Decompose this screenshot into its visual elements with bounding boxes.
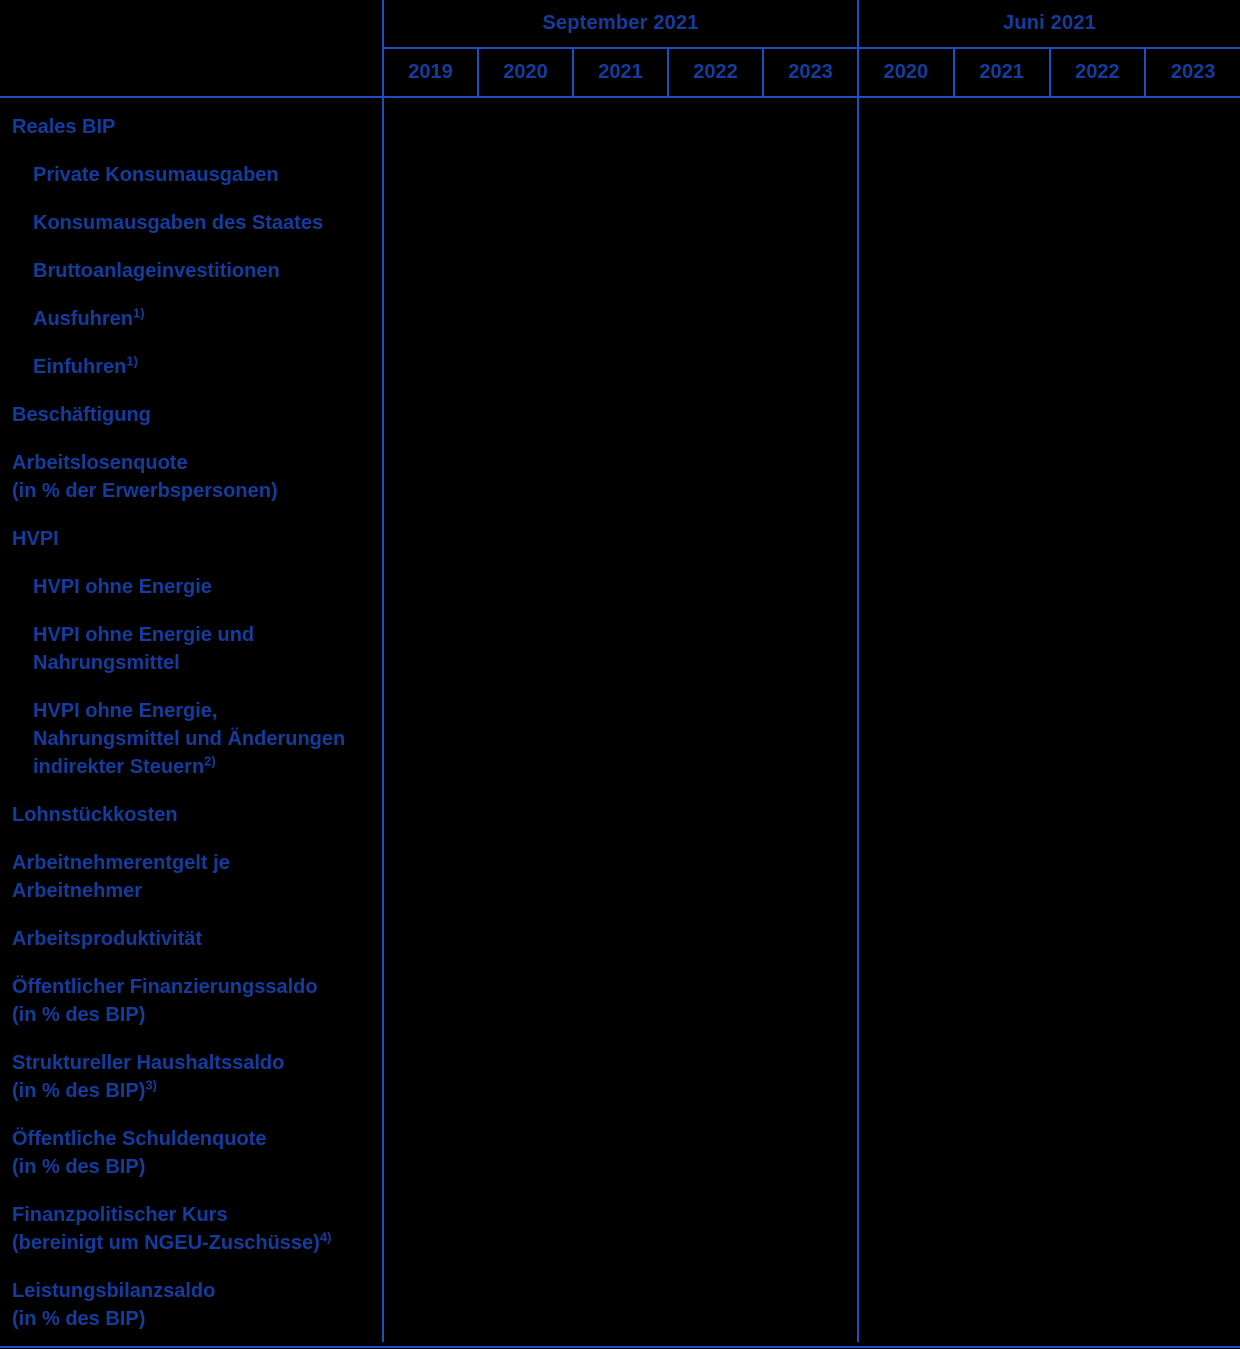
row-label-line: (in % der Erwerbspersonen) — [12, 480, 278, 502]
table-row-label: Arbeitslosenquote (in % der Erwerbsperson… — [0, 449, 380, 505]
row-label-line: Öffentliche Schuldenquote — [12, 1128, 267, 1150]
row-label-line: (in % des BIP) — [12, 1004, 146, 1026]
row-label-line: Nahrungsmittel — [33, 652, 180, 674]
column-group-header-juni-2021: Juni 2021 — [1003, 12, 1096, 34]
table-row-label: HVPI — [0, 525, 380, 553]
table-row-label: Finanzpolitischer Kurs (bereinigt um NGEU… — [0, 1201, 380, 1257]
table-row-label: HVPI ohne Energie, Nahrungsmittel und Änd… — [0, 697, 380, 781]
row-label-line: Finanzpolitischer Kurs — [12, 1204, 228, 1226]
row-label-line: (bereinigt um NGEU-Zuschüsse)4) — [12, 1229, 332, 1254]
footnote-marker: 1) — [126, 353, 138, 369]
row-label-line: Lohnstückkosten — [12, 804, 178, 826]
row-label-line: indirekter Steuern2) — [33, 753, 216, 778]
year-header-underline — [0, 96, 1240, 98]
row-label-line: Konsumausgaben des Staates — [33, 212, 324, 234]
year-column-header: 2022 — [1048, 48, 1145, 96]
row-label-line: Nahrungsmittel und Änderungen — [33, 728, 346, 750]
year-column-header: 2023 — [1144, 48, 1240, 96]
row-label-line: HVPI ohne Energie, — [33, 700, 218, 722]
table-row-label: Arbeitsproduktivität — [0, 925, 380, 953]
row-label-line: HVPI — [12, 528, 59, 550]
row-label-column: Reales BIP Private Konsumausgaben Konsumau… — [0, 113, 380, 1349]
table-row-label: Private Konsumausgaben — [0, 161, 380, 189]
table-row-label: Lohnstückkosten — [0, 801, 380, 829]
table-row-label: Bruttoanlageinvestitionen — [0, 257, 380, 285]
row-label-line: HVPI ohne Energie — [33, 576, 212, 598]
month-header-underline — [383, 47, 1240, 49]
footnote-marker: 4) — [319, 1229, 332, 1245]
table-row-label: Struktureller Haushaltssaldo (in % des BI… — [0, 1049, 380, 1105]
row-label-line: HVPI ohne Energie und — [33, 624, 255, 646]
table-bottom-rule — [0, 1346, 1240, 1348]
row-label-line: Öffentlicher Finanzierungssaldo — [12, 976, 318, 998]
table-row-label: Reales BIP — [0, 113, 380, 141]
row-label-line: (in % des BIP) — [12, 1308, 146, 1330]
year-column-header: 2020 — [477, 48, 572, 96]
row-label-line: Beschäftigung — [12, 404, 151, 426]
year-column-header: 2021 — [952, 48, 1049, 96]
table-row-label: Öffentlicher Finanzierungssaldo (in % des… — [0, 973, 380, 1029]
table-row-label: Öffentliche Schuldenquote (in % des BIP) — [0, 1125, 380, 1181]
year-column-header: 2019 — [408, 60, 453, 83]
column-group-header-september-2021: September 2021 — [542, 12, 699, 34]
year-column-header: 2022 — [667, 48, 762, 96]
footnote-marker: 2) — [204, 753, 216, 769]
row-label-line: Bruttoanlageinvestitionen — [33, 260, 280, 282]
row-label-line: Leistungsbilanzsaldo — [12, 1280, 216, 1302]
left-section-divider-line — [382, 0, 384, 1342]
table-row-label: Konsumausgaben des Staates — [0, 209, 380, 237]
year-column-header: 2020 — [883, 60, 929, 83]
row-label-line: Arbeitslosenquote — [12, 452, 188, 474]
row-label-line: Struktureller Haushaltssaldo — [12, 1052, 285, 1074]
row-label-line: Private Konsumausgaben — [33, 164, 279, 186]
middle-section-divider-line — [857, 0, 859, 1342]
table-row-label: Beschäftigung — [0, 401, 380, 429]
year-header-row-juni: 2020 2021 2022 2023 — [859, 48, 1240, 96]
table-row-label: Einfuhren1) — [0, 353, 380, 381]
row-label-line: Arbeitnehmer — [12, 880, 143, 902]
row-label-line: (in % des BIP)3) — [12, 1077, 157, 1102]
footnote-marker: 1) — [133, 305, 145, 321]
row-label-line: Einfuhren1) — [33, 353, 138, 378]
table-row-label: HVPI ohne Energie und Nahrungsmittel — [0, 621, 380, 677]
table-row-label: HVPI ohne Energie — [0, 573, 380, 601]
table-row-label: Arbeitnehmerentgelt je Arbeitnehmer — [0, 849, 380, 905]
table-row-label: Leistungsbilanzsaldo (in % des BIP) — [0, 1277, 380, 1333]
year-header-row-september: 2019 2020 2021 2022 2023 — [384, 48, 857, 96]
row-label-line: Arbeitnehmerentgelt je — [12, 852, 230, 874]
footnote-marker: 3) — [145, 1077, 157, 1093]
table-row-label: Ausfuhren1) — [0, 305, 380, 333]
year-column-header: 2021 — [572, 48, 667, 96]
row-label-line: (in % des BIP) — [12, 1156, 146, 1178]
row-label-line: Reales BIP — [12, 116, 116, 138]
row-label-line: Ausfuhren1) — [33, 305, 145, 330]
year-column-header: 2023 — [762, 48, 857, 96]
row-label-line: Arbeitsproduktivität — [12, 928, 203, 950]
